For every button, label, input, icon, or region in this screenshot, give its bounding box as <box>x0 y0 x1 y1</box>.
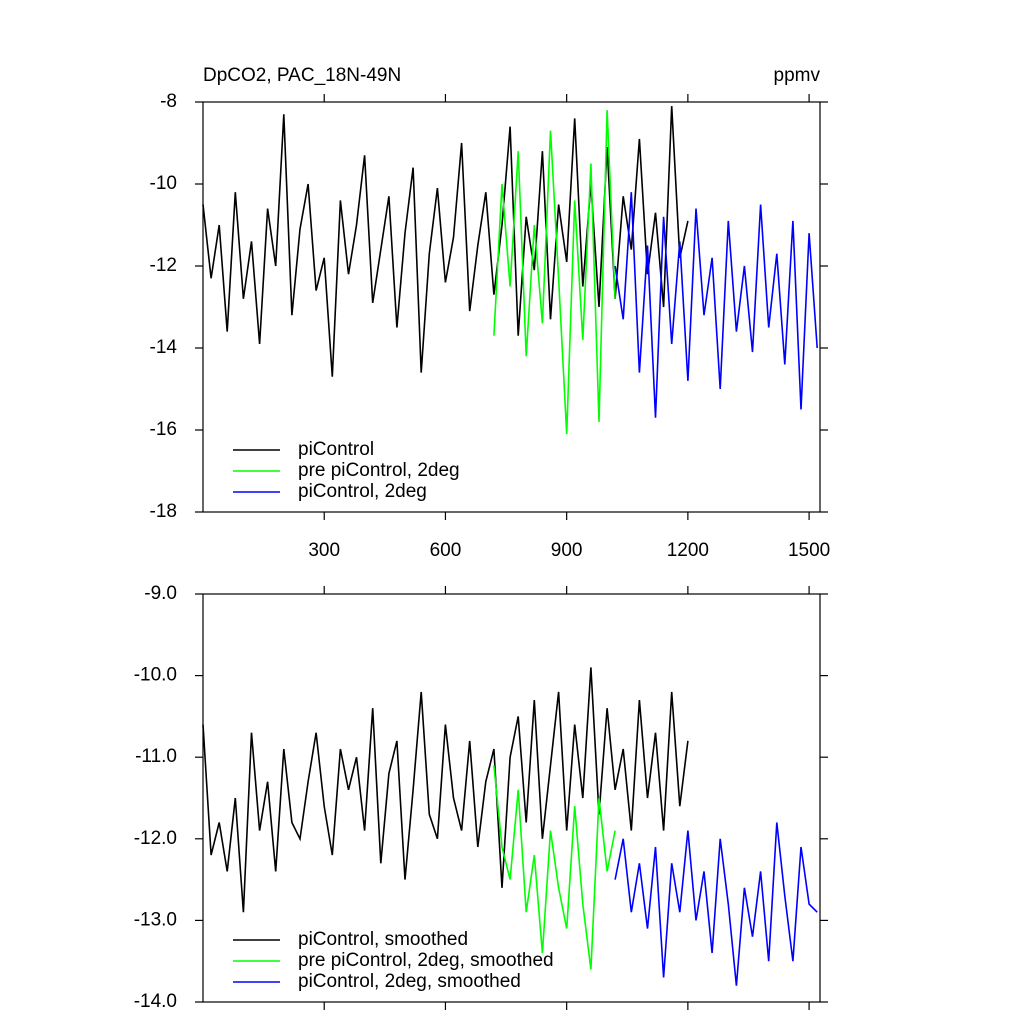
y-tick-label: -12.0 <box>134 828 177 849</box>
legend-label: piControl, 2deg <box>298 481 427 502</box>
plot-frame <box>202 101 821 513</box>
series-line <box>493 765 616 970</box>
y-tick-label: -16 <box>150 419 177 440</box>
x-tick-label: 1500 <box>788 540 830 561</box>
legend-label: piControl, 2deg, smoothed <box>298 971 521 992</box>
y-tick-label: -11.0 <box>135 746 177 767</box>
legend-label: pre piControl, 2deg <box>298 460 460 481</box>
legend-label: piControl <box>298 439 374 460</box>
series-line <box>202 106 689 377</box>
x-tick-label: 600 <box>430 540 462 561</box>
plot-frame <box>202 593 821 1003</box>
x-tick-label: 1200 <box>667 540 709 561</box>
series-line <box>614 192 818 418</box>
chart-title: DpCO2, PAC_18N-49N <box>203 65 401 86</box>
y-tick-label: -14 <box>150 337 178 358</box>
y-tick-label: -8 <box>160 91 177 112</box>
y-tick-label: -10.0 <box>134 665 177 686</box>
y-tick-label: -14.0 <box>134 991 177 1012</box>
y-tick-label: -13.0 <box>134 909 177 930</box>
series-line <box>614 822 818 986</box>
y-tick-label: -12 <box>150 255 177 276</box>
y-tick-label: -18 <box>150 501 177 522</box>
legend-label: piControl, smoothed <box>298 929 468 950</box>
x-tick-label: 900 <box>551 540 583 561</box>
y-tick-label: -10 <box>150 173 177 194</box>
units-label: ppmv <box>774 65 821 86</box>
series-line <box>493 110 616 435</box>
x-tick-label: 300 <box>308 540 340 561</box>
legend-label: pre piControl, 2deg, smoothed <box>298 950 554 971</box>
series-line <box>202 667 689 913</box>
y-tick-label: -9.0 <box>144 583 177 604</box>
